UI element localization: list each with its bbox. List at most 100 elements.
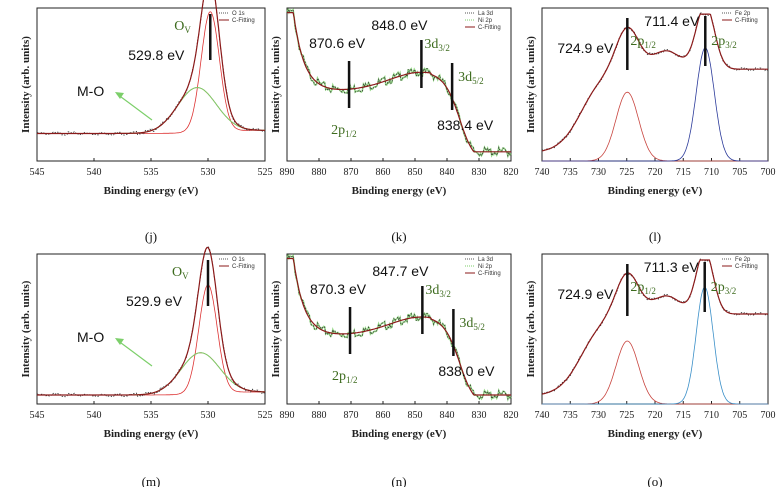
peak-label: 847.7 eV: [372, 263, 429, 279]
x-tick-label: 700: [761, 410, 776, 421]
x-tick-label: 710: [704, 410, 719, 421]
peak-label: 529.8 eV: [128, 47, 185, 63]
fit-curve: [287, 12, 511, 153]
peak-label: 838.0 eV: [438, 363, 495, 379]
x-tick-label: 735: [563, 410, 578, 421]
mo-label: M-O: [77, 329, 104, 345]
peak-label: 870.3 eV: [310, 281, 367, 297]
panel-label: (j): [145, 229, 157, 244]
y-axis-title: Intensity (arb. units): [20, 36, 32, 133]
mo-arrow: [116, 339, 153, 367]
x-tick-label: 830: [472, 167, 487, 178]
panel-l: 740 735 730 725 720 715 710 705 700 Binding energ…: [525, 7, 776, 244]
x-tick-label: 870: [344, 167, 359, 178]
x-tick-label: 530: [201, 167, 216, 178]
fit-component: [542, 286, 768, 405]
peak-label: 711.3 eV: [644, 259, 700, 275]
x-tick-label: 830: [472, 410, 487, 421]
x-tick-label: 725: [619, 410, 634, 421]
panel-o: 740 735 730 725 720 715 710 705 700 Binding energ…: [525, 253, 776, 487]
y-axis-title: Intensity (arb. units): [20, 280, 32, 377]
x-tick-label: 540: [87, 167, 102, 178]
raw-curve: [286, 254, 512, 401]
x-tick-label: 705: [732, 410, 747, 421]
panel-j: 545 540 535 530 525 Binding energy (eV) Intens…: [20, 0, 273, 244]
legend-label: Ni 2p: [478, 18, 493, 24]
peak-assignment: 2p1/2: [630, 34, 656, 50]
ov-label: OV: [174, 19, 191, 35]
peak-assignment: 3d5/2: [459, 316, 485, 332]
legend-label: O 1s: [232, 257, 245, 263]
peak-assignment: 3d3/2: [424, 37, 450, 53]
fit-curve: [287, 257, 511, 396]
x-axis-title: Binding energy (eV): [104, 428, 199, 440]
legend-label: C-Fitting: [735, 264, 758, 270]
x-tick-label: 540: [87, 410, 102, 421]
x-tick-label: 720: [648, 167, 663, 178]
mo-arrowhead: [115, 92, 124, 99]
panel-label: (n): [391, 474, 406, 487]
peak-label: 724.9 eV: [557, 286, 614, 302]
raw-curve: [541, 258, 769, 395]
x-tick-label: 715: [676, 167, 691, 178]
mo-label: M-O: [77, 83, 104, 99]
x-axis-title: Binding energy (eV): [608, 185, 703, 197]
legend-label: La 3d: [478, 11, 493, 17]
fit-curve: [541, 259, 768, 395]
legend-label: Fe 2p: [735, 11, 751, 17]
peak-assignment: 2p1/2: [331, 123, 357, 139]
x-tick-label: 720: [648, 410, 663, 421]
x-tick-label: 525: [258, 167, 273, 178]
peak-assignment: 2p1/2: [332, 369, 358, 385]
x-tick-label: 850: [408, 410, 423, 421]
x-tick-label: 705: [732, 167, 747, 178]
x-tick-label: 850: [408, 167, 423, 178]
x-tick-label: 880: [312, 410, 327, 421]
peak-assignment: 2p1/2: [630, 280, 656, 296]
legend-label: C-Fitting: [478, 271, 501, 277]
y-axis-title: Intensity (arb. units): [270, 280, 282, 377]
peak-assignment: 3d3/2: [425, 283, 451, 299]
legend-label: O 1s: [232, 11, 245, 17]
legend-label: Fe 2p: [735, 257, 751, 263]
plot-frame: [286, 7, 512, 162]
x-tick-label: 545: [30, 410, 45, 421]
y-axis-title: Intensity (arb. units): [525, 280, 537, 377]
peak-label: 711.4 eV: [644, 13, 700, 29]
x-tick-label: 890: [280, 410, 295, 421]
x-tick-label: 880: [312, 167, 327, 178]
peak-label: 848.0 eV: [371, 17, 428, 33]
raw-curve: [286, 8, 512, 158]
x-tick-label: 535: [144, 410, 159, 421]
peak-assignment: 3d5/2: [458, 70, 484, 86]
x-tick-label: 725: [619, 167, 634, 178]
legend-label: C-Fitting: [735, 18, 758, 24]
plot-frame: [541, 7, 769, 162]
panel-k: 890 880 870 860 850 840 830 820 Binding energy (…: [270, 7, 519, 244]
plot-frame: [286, 253, 512, 405]
x-tick-label: 820: [504, 167, 519, 178]
x-tick-label: 700: [761, 167, 776, 178]
legend-label: C-Fitting: [478, 25, 501, 31]
x-tick-label: 820: [504, 410, 519, 421]
x-axis-title: Binding energy (eV): [352, 185, 447, 197]
fit-curve: [37, 246, 266, 396]
x-tick-label: 525: [258, 410, 273, 421]
x-tick-label: 715: [676, 410, 691, 421]
plot-frame: [541, 253, 769, 405]
peak-assignment: 2p3/2: [711, 280, 737, 296]
panel-label: (l): [649, 229, 661, 244]
x-axis-title: Binding energy (eV): [608, 428, 703, 440]
y-axis-title: Intensity (arb. units): [525, 36, 537, 133]
mo-arrowhead: [115, 338, 124, 345]
x-tick-label: 735: [563, 167, 578, 178]
x-tick-label: 870: [344, 410, 359, 421]
panel-label: (o): [647, 474, 662, 487]
x-tick-label: 840: [440, 410, 455, 421]
panel-label: (k): [391, 229, 406, 244]
peak-label: 724.9 eV: [557, 40, 614, 56]
peak-assignment: 2p3/2: [711, 34, 737, 50]
y-axis-title: Intensity (arb. units): [270, 36, 282, 133]
legend-label: La 3d: [478, 257, 493, 263]
